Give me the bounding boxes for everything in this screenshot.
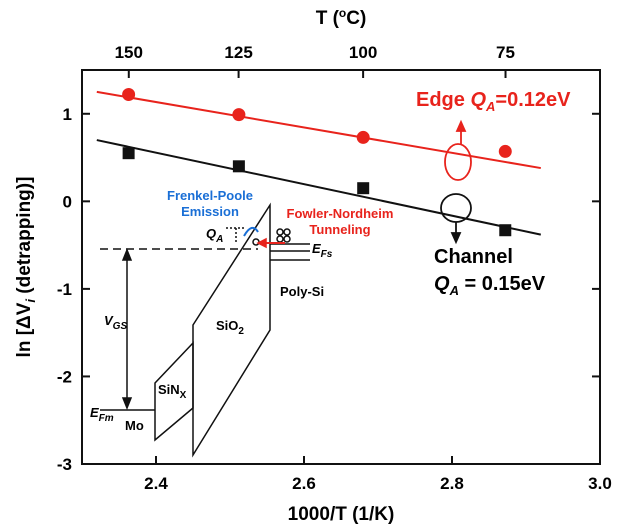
x-tick-label: 2.6 xyxy=(292,474,316,493)
x2-tick-label: 75 xyxy=(496,43,515,62)
y-tick-label: 0 xyxy=(63,192,72,211)
fowler-label: Fowler-Nordheim Tunneling xyxy=(287,206,394,237)
x2-tick-label: 150 xyxy=(115,43,143,62)
x2-tick-label: 125 xyxy=(224,43,252,62)
data-point xyxy=(232,108,246,122)
data-point xyxy=(122,88,136,102)
channel-qa-label: QA = 0.15eV xyxy=(434,273,546,298)
mo-label: Mo xyxy=(125,418,144,433)
data-point xyxy=(232,160,245,173)
fit-line xyxy=(96,90,541,170)
data-point xyxy=(356,130,370,144)
data-point xyxy=(499,224,512,237)
x-axis-label: 1000/T (1/K) xyxy=(288,504,395,525)
x-tick-label: 3.0 xyxy=(588,474,612,493)
plot-frame xyxy=(81,69,601,465)
vgs-label: VGS xyxy=(104,313,127,332)
x-tick-label: 2.4 xyxy=(144,474,168,493)
data-point xyxy=(498,144,512,158)
x2-axis-label: T (oC) xyxy=(316,6,367,29)
efs-label: EFs xyxy=(312,241,333,260)
y-tick-label: -3 xyxy=(57,455,72,474)
frenkel-label: Frenkel-Poole Emission xyxy=(167,188,253,219)
sio2-label: SiO2 xyxy=(216,318,244,337)
indicators xyxy=(440,119,472,245)
y-axis-label: ln [ΔVi (detrapping)] xyxy=(14,177,38,358)
qa-label: QA xyxy=(206,226,223,245)
x2-tick-label: 100 xyxy=(349,43,377,62)
data-point xyxy=(357,182,370,195)
y-tick-label: 1 xyxy=(63,105,72,124)
channel-label: Channel xyxy=(434,246,513,268)
y-tick-label: -2 xyxy=(57,367,72,386)
edge-label: Edge QA=0.12eV xyxy=(416,89,571,114)
y-tick-label: -1 xyxy=(57,280,72,299)
fit-line xyxy=(96,139,542,236)
polysi-label: Poly-Si xyxy=(280,284,324,299)
data-point xyxy=(122,147,135,160)
x-tick-label: 2.8 xyxy=(440,474,464,493)
band-diagram xyxy=(100,202,310,458)
sinx-label: SiNX xyxy=(158,382,187,401)
efm-label: EFm xyxy=(90,405,114,424)
